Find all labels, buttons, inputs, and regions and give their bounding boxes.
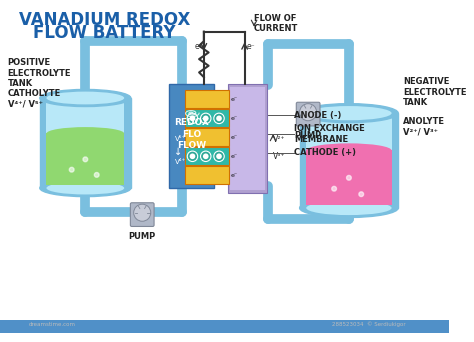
Text: e⁻: e⁻	[246, 42, 255, 51]
Circle shape	[203, 116, 209, 121]
Text: V²⁺: V²⁺	[273, 135, 285, 144]
Text: e⁻: e⁻	[230, 97, 237, 102]
Ellipse shape	[40, 180, 131, 197]
FancyBboxPatch shape	[185, 166, 228, 184]
Text: e⁻: e⁻	[230, 135, 237, 140]
Circle shape	[332, 186, 337, 191]
Circle shape	[216, 154, 222, 159]
FancyBboxPatch shape	[169, 84, 214, 188]
FancyBboxPatch shape	[40, 98, 131, 188]
FancyBboxPatch shape	[296, 102, 320, 126]
Circle shape	[203, 154, 209, 159]
Circle shape	[300, 104, 317, 121]
FancyBboxPatch shape	[306, 113, 392, 205]
FancyBboxPatch shape	[0, 320, 449, 333]
Circle shape	[187, 151, 198, 161]
Text: 288523034  © Serdiukigor: 288523034 © Serdiukigor	[332, 322, 405, 327]
FancyBboxPatch shape	[185, 128, 228, 146]
Ellipse shape	[306, 106, 392, 120]
Circle shape	[359, 192, 364, 197]
Text: dreamstime.com: dreamstime.com	[28, 323, 75, 327]
Text: PUMP: PUMP	[294, 131, 322, 140]
FancyBboxPatch shape	[228, 84, 267, 193]
FancyBboxPatch shape	[46, 133, 124, 185]
Circle shape	[216, 116, 222, 121]
Circle shape	[214, 113, 224, 123]
Text: ANOLYTE
V²⁺/ V³⁺: ANOLYTE V²⁺/ V³⁺	[403, 117, 445, 136]
Text: ANODE (-): ANODE (-)	[294, 110, 341, 120]
Text: POSITIVE
ELECTROLYTE
TANK: POSITIVE ELECTROLYTE TANK	[8, 58, 71, 88]
FancyBboxPatch shape	[130, 203, 154, 226]
FancyBboxPatch shape	[300, 113, 398, 208]
Text: e⁻: e⁻	[230, 154, 237, 159]
Text: VANADIUM REDOX: VANADIUM REDOX	[18, 11, 190, 29]
Text: ION EXCHANGE
MEMBRANE: ION EXCHANGE MEMBRANE	[294, 124, 365, 144]
Text: CATHOLYTE
V⁴⁺/ V⁵⁺: CATHOLYTE V⁴⁺/ V⁵⁺	[8, 90, 61, 109]
Ellipse shape	[300, 198, 398, 218]
Text: FLOW BATTERY: FLOW BATTERY	[33, 24, 175, 42]
Circle shape	[83, 157, 88, 162]
Text: ↓: ↓	[174, 147, 182, 157]
Text: e⁻: e⁻	[230, 116, 237, 121]
Text: V⁴⁺: V⁴⁺	[174, 159, 186, 166]
Text: e⁻: e⁻	[194, 42, 203, 51]
Circle shape	[214, 151, 224, 161]
Text: NEGATIVE
ELECTROLYTE
TANK: NEGATIVE ELECTROLYTE TANK	[403, 77, 466, 107]
Circle shape	[201, 113, 211, 123]
Circle shape	[134, 204, 151, 221]
Text: PUMP: PUMP	[128, 232, 156, 241]
Ellipse shape	[306, 143, 392, 158]
Text: REDOX
FLO
FLOW: REDOX FLO FLOW	[174, 118, 209, 149]
Ellipse shape	[306, 201, 392, 215]
Ellipse shape	[46, 92, 124, 104]
Text: FLOW OF
CURRENT: FLOW OF CURRENT	[254, 14, 299, 33]
FancyBboxPatch shape	[46, 98, 124, 185]
Circle shape	[190, 116, 195, 121]
Ellipse shape	[46, 182, 124, 195]
Ellipse shape	[300, 104, 398, 123]
FancyBboxPatch shape	[185, 109, 228, 127]
FancyBboxPatch shape	[230, 87, 264, 190]
Ellipse shape	[46, 127, 124, 140]
Text: V⁵⁺: V⁵⁺	[174, 136, 186, 142]
Text: V³⁺: V³⁺	[273, 152, 285, 161]
FancyBboxPatch shape	[185, 90, 228, 108]
Text: e⁻: e⁻	[230, 173, 237, 178]
Circle shape	[190, 154, 195, 159]
Circle shape	[346, 175, 351, 180]
Circle shape	[201, 151, 211, 161]
Circle shape	[69, 167, 74, 172]
Circle shape	[94, 172, 99, 177]
FancyBboxPatch shape	[306, 150, 392, 205]
FancyBboxPatch shape	[185, 147, 228, 165]
Text: CATHODE (+): CATHODE (+)	[294, 148, 356, 157]
Circle shape	[187, 113, 198, 123]
Ellipse shape	[40, 90, 131, 106]
